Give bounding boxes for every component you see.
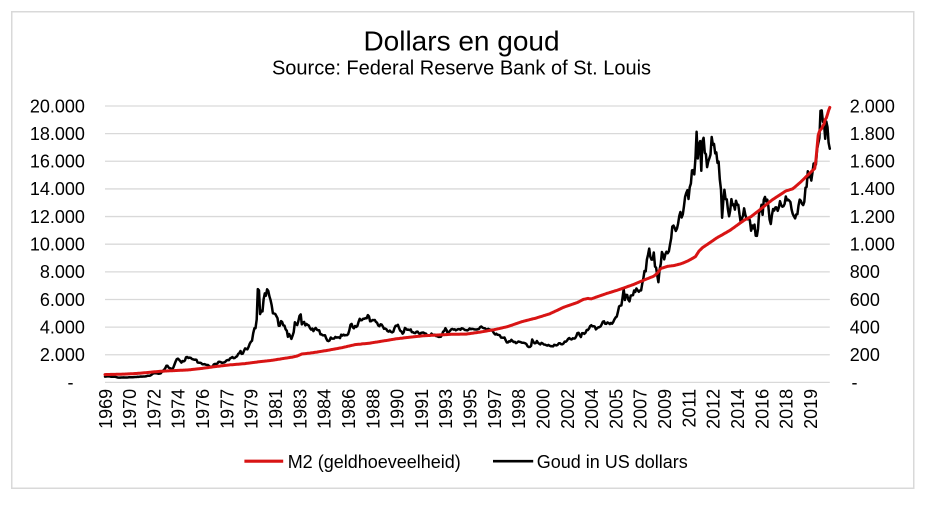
svg-text:800: 800 bbox=[850, 262, 880, 282]
svg-text:18.000: 18.000 bbox=[30, 124, 85, 144]
svg-text:4.000: 4.000 bbox=[40, 317, 85, 337]
svg-text:1997: 1997 bbox=[485, 389, 505, 429]
svg-text:1984: 1984 bbox=[315, 389, 335, 429]
svg-text:1983: 1983 bbox=[290, 389, 310, 429]
svg-text:200: 200 bbox=[850, 345, 880, 365]
svg-text:1979: 1979 bbox=[242, 389, 262, 429]
svg-text:-: - bbox=[852, 373, 858, 393]
svg-text:2018: 2018 bbox=[777, 389, 797, 429]
svg-text:1993: 1993 bbox=[436, 389, 456, 429]
svg-text:1.800: 1.800 bbox=[850, 124, 895, 144]
svg-text:2016: 2016 bbox=[752, 389, 772, 429]
svg-text:Source: Federal Reserve Bank o: Source: Federal Reserve Bank of St. Loui… bbox=[272, 57, 651, 79]
svg-text:20.000: 20.000 bbox=[30, 96, 85, 116]
svg-text:1998: 1998 bbox=[509, 389, 529, 429]
svg-text:400: 400 bbox=[850, 317, 880, 337]
svg-text:Goud in US dollars: Goud in US dollars bbox=[537, 452, 688, 472]
svg-text:16.000: 16.000 bbox=[30, 152, 85, 172]
svg-text:6.000: 6.000 bbox=[40, 290, 85, 310]
svg-text:2014: 2014 bbox=[728, 389, 748, 429]
svg-text:1.600: 1.600 bbox=[850, 152, 895, 172]
svg-text:1981: 1981 bbox=[266, 389, 286, 429]
svg-text:1.000: 1.000 bbox=[850, 235, 895, 255]
svg-text:1.200: 1.200 bbox=[850, 207, 895, 227]
svg-text:2004: 2004 bbox=[582, 389, 602, 429]
svg-text:M2 (geldhoeveelheid): M2 (geldhoeveelheid) bbox=[288, 452, 461, 472]
svg-text:Dollars en goud: Dollars en goud bbox=[363, 26, 559, 57]
svg-text:1974: 1974 bbox=[169, 389, 189, 429]
svg-text:2011: 2011 bbox=[679, 389, 699, 428]
svg-text:1988: 1988 bbox=[363, 389, 383, 429]
svg-text:2002: 2002 bbox=[558, 389, 578, 429]
svg-text:600: 600 bbox=[850, 290, 880, 310]
svg-text:1991: 1991 bbox=[412, 389, 432, 429]
svg-text:2.000: 2.000 bbox=[40, 345, 85, 365]
svg-text:1972: 1972 bbox=[144, 389, 164, 429]
svg-text:14.000: 14.000 bbox=[30, 179, 85, 199]
svg-text:1969: 1969 bbox=[96, 389, 116, 429]
svg-text:2007: 2007 bbox=[631, 389, 651, 429]
svg-text:1990: 1990 bbox=[388, 389, 408, 429]
svg-text:1970: 1970 bbox=[120, 389, 140, 429]
svg-text:12.000: 12.000 bbox=[30, 207, 85, 227]
svg-text:2005: 2005 bbox=[606, 389, 626, 429]
svg-text:2000: 2000 bbox=[534, 389, 554, 429]
svg-text:1995: 1995 bbox=[461, 389, 481, 429]
svg-text:10.000: 10.000 bbox=[30, 235, 85, 255]
svg-text:1976: 1976 bbox=[193, 389, 213, 429]
svg-text:1.400: 1.400 bbox=[850, 179, 895, 199]
svg-text:2019: 2019 bbox=[801, 389, 821, 429]
svg-text:8.000: 8.000 bbox=[40, 262, 85, 282]
svg-text:1986: 1986 bbox=[339, 389, 359, 429]
svg-text:1977: 1977 bbox=[217, 389, 237, 429]
svg-text:2009: 2009 bbox=[655, 389, 675, 429]
svg-text:-: - bbox=[68, 373, 74, 393]
svg-text:2012: 2012 bbox=[704, 389, 724, 429]
svg-text:2.000: 2.000 bbox=[850, 96, 895, 116]
